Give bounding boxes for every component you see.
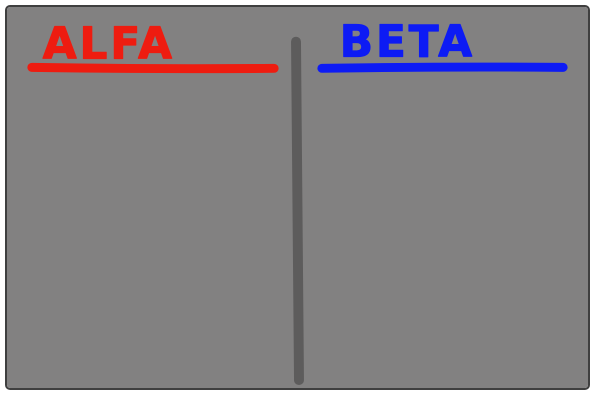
column-title-beta: BETA bbox=[340, 18, 475, 68]
column-beta: BETA bbox=[317, 17, 568, 73]
column-divider bbox=[291, 36, 304, 386]
t-chart-board: ALFA BETA bbox=[5, 5, 590, 390]
column-title-alfa: ALFA bbox=[43, 20, 175, 70]
column-underline-alfa bbox=[27, 62, 279, 74]
board-drawing: ALFA BETA bbox=[7, 7, 588, 388]
column-underline-beta bbox=[317, 62, 568, 73]
column-alfa: ALFA bbox=[27, 19, 279, 74]
